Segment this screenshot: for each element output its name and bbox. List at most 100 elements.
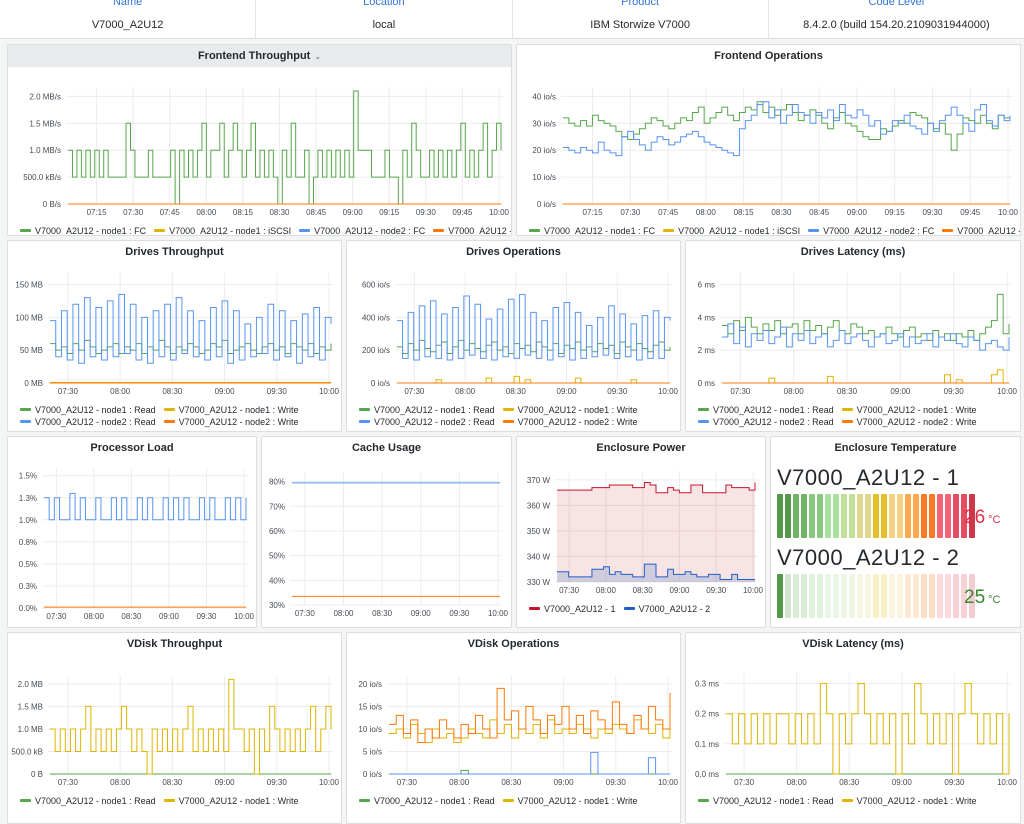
x-tick-label: 07:30 xyxy=(730,387,751,396)
gauge-segment xyxy=(801,574,807,618)
panel-vdisk-throughput: VDisk Throughput 0 B 500.0 kB 1.0 MB 1.5 MB… xyxy=(7,632,342,824)
legend-item[interactable]: V7000_A2U12 - node1 : Read xyxy=(20,405,156,415)
info-name-header[interactable]: Name xyxy=(112,0,143,8)
legend-swatch xyxy=(359,799,370,802)
chart-frontend_operations[interactable]: 0 io/s 10 io/s 20 io/s 30 io/s 40 io/s 07:15 0… xyxy=(517,45,1020,235)
x-tick-label: 10:00 xyxy=(488,609,509,618)
info-product-header[interactable]: Product xyxy=(621,0,660,8)
legend-item[interactable]: V7000_A2U12 - node1 : FC xyxy=(529,226,655,235)
panel-title[interactable]: Enclosure Temperature xyxy=(834,442,957,454)
legend-item[interactable]: V7000_A2U12 - node1 : Read xyxy=(359,405,495,415)
x-tick-label: 09:30 xyxy=(196,612,217,621)
legend-label: V7000_A2U12 - node1 : Write xyxy=(178,404,299,415)
panel-title[interactable]: Frontend Operations xyxy=(714,50,823,62)
legend-item[interactable]: V7000_A2U12 - node1 : iSCSI xyxy=(663,226,800,235)
chart-frontend_throughput[interactable]: 0 B/s 500.0 kB/s 1.0 MB/s 1.5 MB/s 2.0 MB/s 0… xyxy=(8,45,511,235)
y-tick-label: 40% xyxy=(269,576,285,585)
temperature-unit: °C xyxy=(988,514,1001,526)
series-line[interactable] xyxy=(389,719,671,743)
legend-item[interactable]: V7000_A2U12 - node2 : Read xyxy=(20,417,156,427)
series-line[interactable] xyxy=(397,375,670,384)
chart-vdisk_operations[interactable]: 0 io/s 5 io/s 10 io/s 15 io/s 20 io/s 07:30 08… xyxy=(347,633,680,823)
x-tick-label: 09:00 xyxy=(554,778,575,787)
panel-title[interactable]: Drives Operations xyxy=(466,246,561,258)
panel-vdisk-operations: VDisk Operations 0 io/s 5 io/s 10 io/s 15 i… xyxy=(346,632,681,824)
series-line[interactable] xyxy=(722,293,1010,341)
legend-item[interactable]: V7000_A2U12 - 1 xyxy=(529,604,616,614)
gauge-segment xyxy=(801,494,807,538)
panel-title[interactable]: Cache Usage xyxy=(351,442,422,454)
x-tick-label: 07:30 xyxy=(620,208,641,217)
gauge-segment xyxy=(833,574,839,618)
x-tick-label: 09:30 xyxy=(267,778,288,787)
legend-label: V7000_A2U12 - node2 : Write xyxy=(178,416,299,427)
y-tick-label: 30 io/s xyxy=(532,119,556,128)
chart-enclosure_power[interactable]: 330 W 340 W 350 W 360 W 370 W 07:30 08:00 08:30… xyxy=(517,437,765,627)
legend-item[interactable]: V7000_A2U12 - 2 xyxy=(623,604,710,614)
series-line[interactable] xyxy=(563,101,1011,157)
series-line[interactable] xyxy=(397,339,671,354)
gauge-segment xyxy=(913,574,919,618)
legend-item[interactable]: V7000_A2U12 - node2 : FC xyxy=(808,226,934,235)
panel-title[interactable]: VDisk Operations xyxy=(467,638,560,650)
legend-item[interactable]: V7000_A2U12 - node1 : Write xyxy=(502,796,638,806)
legend-item[interactable]: V7000_A2U12 - node2 : Write xyxy=(163,416,299,427)
legend-item[interactable]: V7000_A2U12 - node1 : Write xyxy=(163,404,299,415)
chart-vdisk_latency[interactable]: 0.0 ms 0.1 ms 0.2 ms 0.3 ms 07:30 08:00 08:30 0… xyxy=(686,633,1020,823)
series-line[interactable] xyxy=(557,481,756,494)
info-location-header[interactable]: Location xyxy=(363,0,405,8)
series-line[interactable] xyxy=(50,339,332,354)
x-tick-label: 08:30 xyxy=(162,387,183,396)
legend-item[interactable]: V7000_A2U12 - node1 : Read xyxy=(359,796,495,806)
chart-drives_throughput[interactable]: 0 MB 50 MB 100 MB 150 MB 07:30 08:00 08:30 09:0… xyxy=(8,241,341,431)
legend-item[interactable]: V7000_A2U12 - node2 : Write xyxy=(502,417,638,427)
series-line[interactable] xyxy=(68,90,502,205)
chart-cache_usage[interactable]: 30% 40% 50% 60% 70% 80% 07:30 08:00 08:30 09:00 09… xyxy=(262,437,511,627)
series-line[interactable] xyxy=(557,563,755,580)
panel-title[interactable]: VDisk Latency (ms) xyxy=(802,638,904,650)
legend-swatch xyxy=(841,799,853,802)
chart-vdisk_throughput[interactable]: 0 B 500.0 kB 1.0 MB 1.5 MB 2.0 MB 07:30 08:00 0… xyxy=(8,633,341,823)
legend-item[interactable]: V7000_A2U12 - node2 : iSCSI xyxy=(433,226,511,235)
chevron-down-icon[interactable]: ⌄ xyxy=(314,52,322,61)
series-line[interactable] xyxy=(726,683,1010,775)
panel-title[interactable]: Processor Load xyxy=(90,442,174,454)
legend-label: V7000_A2U12 - node2 : Read xyxy=(713,416,834,427)
info-code-level-header[interactable]: Code Level xyxy=(868,0,925,8)
series-line[interactable] xyxy=(44,492,247,521)
panel-title[interactable]: Drives Throughput xyxy=(125,246,224,258)
chart-drives_latency[interactable]: 0 ms 2 ms 4 ms 6 ms 07:30 08:00 08:30 09:00 09:3… xyxy=(686,241,1020,431)
panel-title-menu[interactable]: Frontend Throughput ⌄ xyxy=(8,45,511,67)
legend-item[interactable]: V7000_A2U12 - node2 : Read xyxy=(698,417,834,427)
series-line[interactable] xyxy=(722,369,1009,384)
chart-processor_load[interactable]: 0.0% 0.3% 0.5% 0.8% 1.0% 1.3% 1.5% 07:30 08:00 08… xyxy=(8,437,256,627)
series-line[interactable] xyxy=(50,293,332,364)
legend-item[interactable]: V7000_A2U12 - node1 : Read xyxy=(698,405,834,415)
chart-drives_operations[interactable]: 0 io/s 200 io/s 400 io/s 600 io/s 07:30 08:00… xyxy=(347,241,680,431)
panel-title[interactable]: VDisk Throughput xyxy=(126,638,223,650)
legend-item[interactable]: V7000_A2U12 - node1 : Write xyxy=(163,796,299,806)
panel-title[interactable]: Drives Latency (ms) xyxy=(800,246,906,258)
panel-title[interactable]: Enclosure Power xyxy=(596,442,686,454)
series-line[interactable] xyxy=(50,678,332,775)
series-line[interactable] xyxy=(389,751,670,775)
legend-item[interactable]: V7000_A2U12 - node1 : Write xyxy=(841,796,977,806)
x-tick-label: 09:45 xyxy=(960,208,981,217)
series-line[interactable] xyxy=(722,323,1010,351)
temperature-unit: °C xyxy=(988,594,1001,606)
legend-item[interactable]: V7000_A2U12 - node1 : Read xyxy=(20,796,156,806)
y-tick-label: 1.3% xyxy=(19,494,37,503)
legend-item[interactable]: V7000_A2U12 - node2 : FC xyxy=(299,226,425,235)
legend-item[interactable]: V7000_A2U12 - node2 : Read xyxy=(359,417,495,427)
legend-item[interactable]: V7000_A2U12 - node2 : iSCSI xyxy=(942,226,1020,235)
series-line[interactable] xyxy=(389,769,670,775)
series-line[interactable] xyxy=(389,687,671,743)
legend-item[interactable]: V7000_A2U12 - node1 : Write xyxy=(841,405,977,415)
legend-item[interactable]: V7000_A2U12 - node1 : FC xyxy=(20,226,146,235)
legend-item[interactable]: V7000_A2U12 - node1 : iSCSI xyxy=(154,226,291,235)
legend-item[interactable]: V7000_A2U12 - node1 : Write xyxy=(502,405,638,415)
x-tick-label: 07:30 xyxy=(734,778,755,787)
legend-item[interactable]: V7000_A2U12 - node2 : Write xyxy=(841,417,977,427)
series-line[interactable] xyxy=(397,293,671,361)
legend-item[interactable]: V7000_A2U12 - node1 : Read xyxy=(698,796,834,806)
